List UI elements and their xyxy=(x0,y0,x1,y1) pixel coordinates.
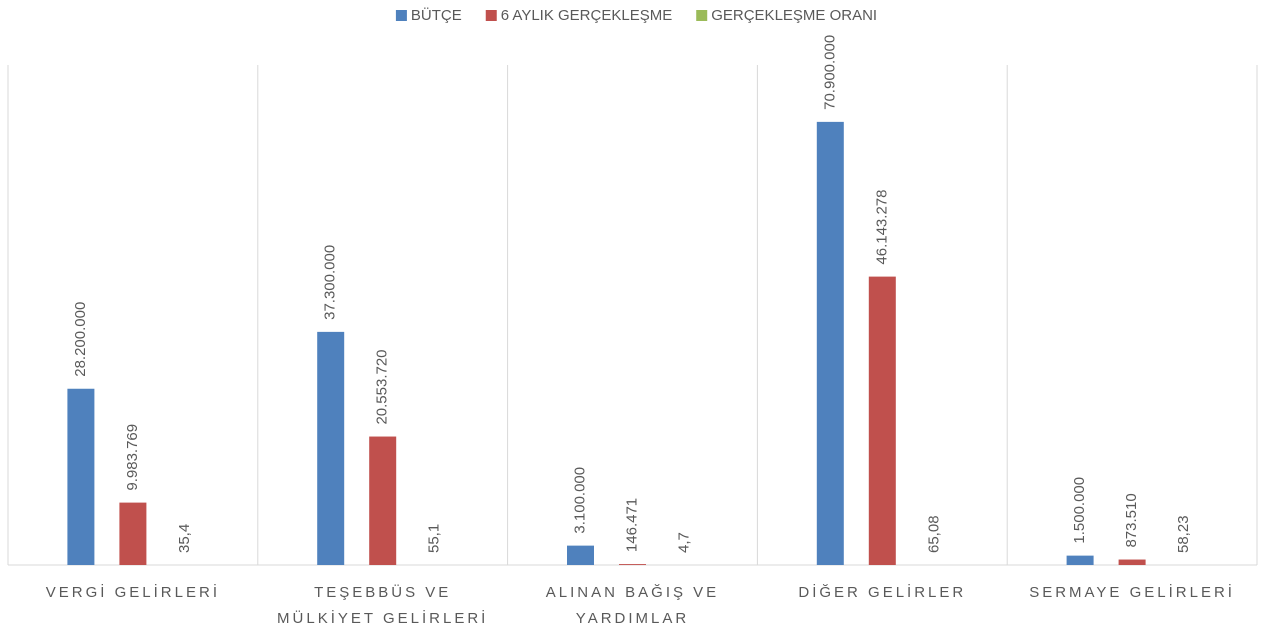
legend-label: 6 AYLIK GERÇEKLEŞME xyxy=(501,7,672,24)
bar xyxy=(619,564,646,565)
bar xyxy=(67,388,95,565)
data-label: 9.983.769 xyxy=(124,424,141,491)
data-label: 35,4 xyxy=(176,524,193,553)
bar xyxy=(369,436,397,565)
data-label: 55,1 xyxy=(426,524,443,553)
data-label: 4,7 xyxy=(675,532,692,553)
data-label: 70.900.000 xyxy=(821,35,838,110)
x-tick-label: SERMAYE GELİRLERİ xyxy=(1029,584,1235,601)
legend-swatch xyxy=(696,10,708,21)
bar xyxy=(1118,559,1146,565)
bar xyxy=(317,331,345,565)
bar xyxy=(1066,555,1094,565)
bar xyxy=(119,502,147,565)
x-tick-label: ALINAN BAĞIŞ VE YARDIMLAR xyxy=(545,584,720,627)
x-tick-label: TEŞEBBÜS VE MÜLKİYET GELİRLERİ xyxy=(277,584,489,627)
data-label: 146.471 xyxy=(623,498,640,552)
bar xyxy=(868,276,896,565)
legend-swatch xyxy=(485,10,497,21)
data-label: 20.553.720 xyxy=(374,349,391,424)
data-label: 37.300.000 xyxy=(322,245,339,320)
bar xyxy=(567,545,594,565)
bar xyxy=(816,121,844,565)
data-label: 58,23 xyxy=(1175,515,1192,553)
data-label: 28.200.000 xyxy=(72,302,89,377)
x-tick-label: DİĞER GELİRLER xyxy=(798,584,967,601)
legend-label: BÜTÇE xyxy=(411,6,462,24)
data-label: 3.100.000 xyxy=(571,467,588,534)
data-label: 65,08 xyxy=(925,515,942,553)
x-tick-label: VERGİ GELİRLERİ xyxy=(45,584,220,601)
legend-label: GERÇEKLEŞME ORANI xyxy=(711,7,877,24)
data-label: 1.500.000 xyxy=(1071,477,1088,544)
data-label: 873.510 xyxy=(1123,493,1140,547)
legend-swatch xyxy=(395,10,407,21)
data-label: 46.143.278 xyxy=(873,190,890,265)
